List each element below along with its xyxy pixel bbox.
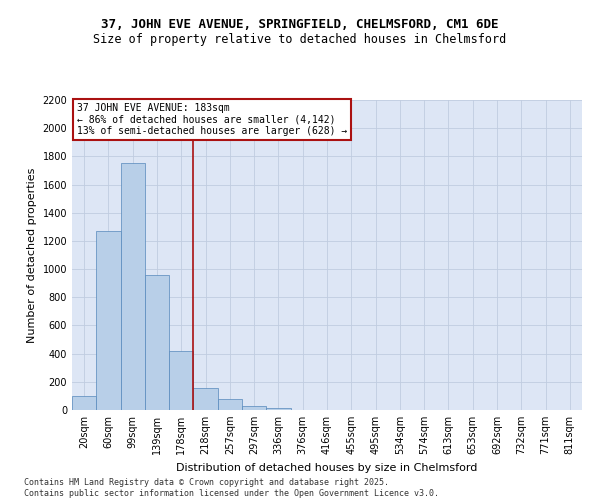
Bar xyxy=(72,396,96,410)
Bar xyxy=(266,408,290,410)
Text: Contains HM Land Registry data © Crown copyright and database right 2025.
Contai: Contains HM Land Registry data © Crown c… xyxy=(24,478,439,498)
Text: 37 JOHN EVE AVENUE: 183sqm
← 86% of detached houses are smaller (4,142)
13% of s: 37 JOHN EVE AVENUE: 183sqm ← 86% of deta… xyxy=(77,103,347,136)
Bar xyxy=(218,400,242,410)
X-axis label: Distribution of detached houses by size in Chelmsford: Distribution of detached houses by size … xyxy=(176,462,478,472)
Bar xyxy=(121,164,145,410)
Bar xyxy=(145,274,169,410)
Bar xyxy=(193,388,218,410)
Text: Size of property relative to detached houses in Chelmsford: Size of property relative to detached ho… xyxy=(94,32,506,46)
Text: 37, JOHN EVE AVENUE, SPRINGFIELD, CHELMSFORD, CM1 6DE: 37, JOHN EVE AVENUE, SPRINGFIELD, CHELMS… xyxy=(101,18,499,30)
Bar xyxy=(242,406,266,410)
Y-axis label: Number of detached properties: Number of detached properties xyxy=(27,168,37,342)
Bar xyxy=(96,231,121,410)
Bar xyxy=(169,351,193,410)
